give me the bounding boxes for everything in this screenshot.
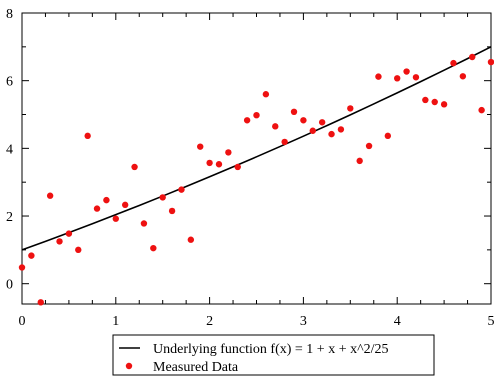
data-point (290, 108, 298, 116)
legend: Underlying function f(x) = 1 + x + x^2/2… (112, 334, 435, 376)
legend-label-measured: Measured Data (153, 360, 239, 375)
x-tick-label: 1 (112, 314, 119, 329)
data-point (197, 143, 204, 150)
data-point (450, 59, 457, 67)
data-point (440, 101, 448, 108)
ticks (21, 12, 492, 304)
y-tick-label: 6 (6, 75, 13, 90)
data-point (412, 74, 420, 81)
legend-label-function: Underlying function f(x) = 1 + x + x^2/2… (153, 342, 389, 357)
data-point (187, 236, 195, 243)
data-point (46, 192, 54, 199)
data-point (422, 96, 429, 104)
data-point (225, 149, 232, 156)
data-point (347, 105, 354, 112)
data-point (84, 132, 91, 140)
data-point (65, 230, 73, 237)
data-point (403, 68, 410, 75)
data-point (300, 117, 307, 124)
x-tick-label: 3 (300, 314, 307, 329)
data-point (131, 163, 138, 171)
data-point (75, 246, 82, 254)
data-point (37, 299, 44, 306)
series-line-underlying-function (21, 46, 492, 251)
data-point (365, 142, 373, 150)
data-point (150, 244, 157, 252)
x-tick-label: 0 (19, 314, 26, 329)
data-point (318, 119, 326, 126)
data-point (234, 163, 241, 171)
data-point (281, 138, 288, 146)
data-point (337, 126, 345, 133)
data-point (487, 58, 494, 66)
data-point (168, 207, 176, 215)
data-point (215, 161, 223, 168)
data-point (309, 127, 316, 134)
data-point (112, 215, 120, 222)
data-point (394, 75, 401, 82)
y-tick-label: 2 (6, 210, 13, 225)
data-point (159, 194, 166, 201)
data-point (375, 73, 382, 80)
data-point (140, 220, 148, 227)
y-tick-label: 0 (6, 278, 13, 293)
data-point (431, 98, 438, 106)
data-point (272, 123, 279, 130)
data-point (121, 201, 129, 209)
y-tick-label: 4 (6, 142, 13, 157)
data-point (178, 186, 185, 193)
data-point (18, 264, 26, 271)
data-point (253, 111, 260, 119)
plot-frame (21, 12, 492, 305)
data-point (103, 196, 110, 204)
x-tick-label: 2 (206, 314, 213, 329)
legend-dot-symbol (125, 362, 133, 370)
legend-box (112, 334, 435, 376)
data-point (28, 252, 35, 259)
data-point (478, 106, 485, 114)
data-point (459, 73, 467, 80)
data-point (469, 53, 476, 61)
x-tick-label: 5 (488, 314, 494, 329)
x-tick-label: 4 (394, 314, 401, 329)
measured-data-points (18, 53, 494, 306)
data-point (262, 91, 270, 98)
data-point (328, 130, 335, 138)
data-point (384, 132, 392, 140)
tick-labels: 0 1 2 3 4 5 0 2 4 6 8 (6, 7, 494, 329)
data-point (93, 205, 101, 212)
y-tick-label: 8 (6, 7, 13, 22)
data-point (56, 238, 63, 245)
data-point (206, 159, 213, 167)
data-point (243, 117, 251, 124)
data-point (356, 157, 363, 165)
